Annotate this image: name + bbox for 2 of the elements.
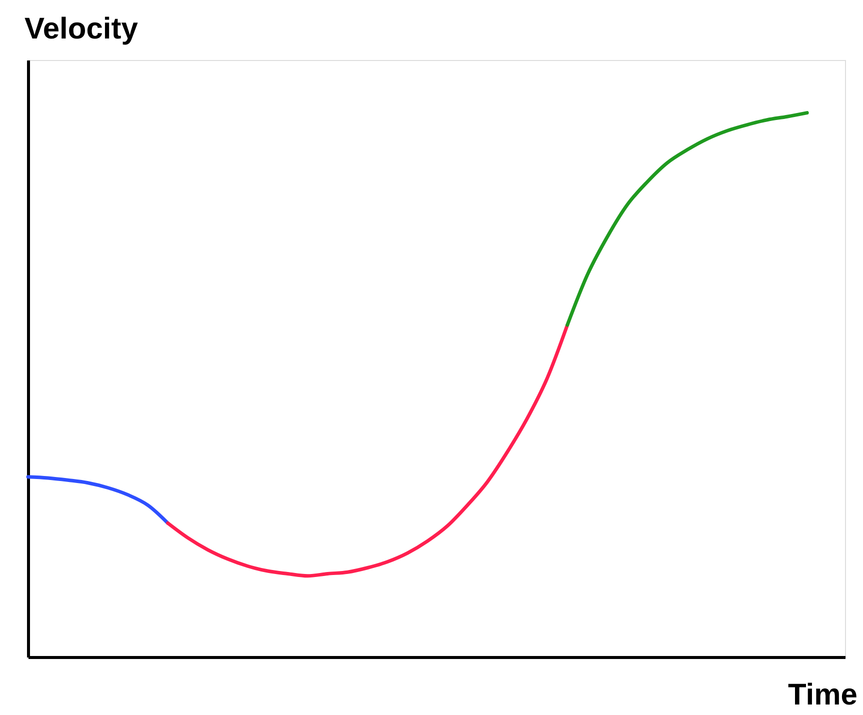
- y-axis-title: Velocity: [24, 12, 138, 46]
- x-axis-title: Time: [788, 678, 858, 712]
